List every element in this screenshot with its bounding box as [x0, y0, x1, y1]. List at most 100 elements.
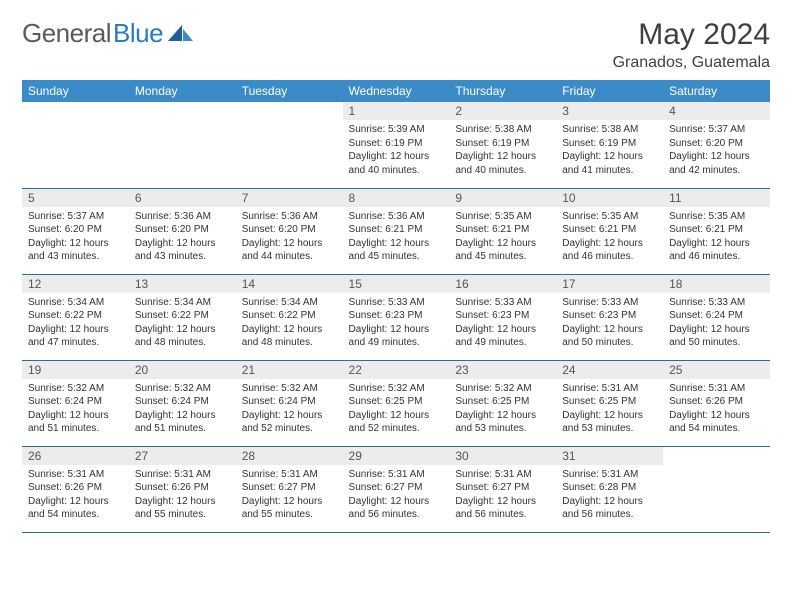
calendar-day-cell: 9Sunrise: 5:35 AMSunset: 6:21 PMDaylight… [449, 188, 556, 274]
sunset-text: Sunset: 6:21 PM [669, 223, 764, 237]
sunrise-text: Sunrise: 5:31 AM [349, 468, 444, 482]
daylight-text: Daylight: 12 hours and 48 minutes. [242, 323, 337, 350]
sunrise-text: Sunrise: 5:39 AM [349, 123, 444, 137]
sunrise-text: Sunrise: 5:38 AM [455, 123, 550, 137]
calendar-day-cell: 17Sunrise: 5:33 AMSunset: 6:23 PMDayligh… [556, 274, 663, 360]
daylight-text: Daylight: 12 hours and 45 minutes. [349, 237, 444, 264]
day-number: 5 [22, 189, 129, 207]
calendar-day-cell: 20Sunrise: 5:32 AMSunset: 6:24 PMDayligh… [129, 360, 236, 446]
calendar-day-cell: 13Sunrise: 5:34 AMSunset: 6:22 PMDayligh… [129, 274, 236, 360]
sunset-text: Sunset: 6:21 PM [455, 223, 550, 237]
sunrise-text: Sunrise: 5:32 AM [455, 382, 550, 396]
sunrise-text: Sunrise: 5:38 AM [562, 123, 657, 137]
day-info: Sunrise: 5:36 AMSunset: 6:20 PMDaylight:… [129, 207, 236, 268]
logo-text-general: General [22, 18, 111, 49]
day-info: Sunrise: 5:37 AMSunset: 6:20 PMDaylight:… [22, 207, 129, 268]
calendar-day-cell: 23Sunrise: 5:32 AMSunset: 6:25 PMDayligh… [449, 360, 556, 446]
sunrise-text: Sunrise: 5:36 AM [349, 210, 444, 224]
day-number: 4 [663, 102, 770, 120]
daylight-text: Daylight: 12 hours and 54 minutes. [28, 495, 123, 522]
day-info: Sunrise: 5:31 AMSunset: 6:25 PMDaylight:… [556, 379, 663, 440]
sunset-text: Sunset: 6:19 PM [349, 137, 444, 151]
daylight-text: Daylight: 12 hours and 40 minutes. [349, 150, 444, 177]
sunset-text: Sunset: 6:20 PM [135, 223, 230, 237]
sunrise-text: Sunrise: 5:31 AM [562, 382, 657, 396]
daylight-text: Daylight: 12 hours and 55 minutes. [242, 495, 337, 522]
calendar-day-cell: . [236, 102, 343, 188]
day-info: Sunrise: 5:38 AMSunset: 6:19 PMDaylight:… [449, 120, 556, 181]
calendar-day-cell: 16Sunrise: 5:33 AMSunset: 6:23 PMDayligh… [449, 274, 556, 360]
daylight-text: Daylight: 12 hours and 54 minutes. [669, 409, 764, 436]
day-number: 29 [343, 447, 450, 465]
sunrise-text: Sunrise: 5:35 AM [562, 210, 657, 224]
daylight-text: Daylight: 12 hours and 46 minutes. [669, 237, 764, 264]
sunset-text: Sunset: 6:26 PM [28, 481, 123, 495]
calendar-day-cell: 28Sunrise: 5:31 AMSunset: 6:27 PMDayligh… [236, 446, 343, 532]
day-number: 12 [22, 275, 129, 293]
sail-icon [168, 19, 194, 50]
sunset-text: Sunset: 6:21 PM [349, 223, 444, 237]
calendar-day-cell: . [663, 446, 770, 532]
calendar-day-cell: 5Sunrise: 5:37 AMSunset: 6:20 PMDaylight… [22, 188, 129, 274]
day-number: 22 [343, 361, 450, 379]
day-info: Sunrise: 5:33 AMSunset: 6:23 PMDaylight:… [343, 293, 450, 354]
day-number: 14 [236, 275, 343, 293]
day-info: Sunrise: 5:37 AMSunset: 6:20 PMDaylight:… [663, 120, 770, 181]
day-info: Sunrise: 5:31 AMSunset: 6:26 PMDaylight:… [129, 465, 236, 526]
calendar-day-cell: 22Sunrise: 5:32 AMSunset: 6:25 PMDayligh… [343, 360, 450, 446]
sunset-text: Sunset: 6:23 PM [349, 309, 444, 323]
day-number: 6 [129, 189, 236, 207]
day-number: 25 [663, 361, 770, 379]
day-info: Sunrise: 5:36 AMSunset: 6:21 PMDaylight:… [343, 207, 450, 268]
location-label: Granados, Guatemala [613, 54, 770, 72]
day-number: 11 [663, 189, 770, 207]
daylight-text: Daylight: 12 hours and 50 minutes. [669, 323, 764, 350]
weekday-header: Wednesday [343, 80, 450, 102]
day-info: Sunrise: 5:32 AMSunset: 6:24 PMDaylight:… [22, 379, 129, 440]
daylight-text: Daylight: 12 hours and 48 minutes. [135, 323, 230, 350]
calendar-day-cell: 21Sunrise: 5:32 AMSunset: 6:24 PMDayligh… [236, 360, 343, 446]
title-block: May 2024 Granados, Guatemala [613, 18, 770, 72]
day-info: Sunrise: 5:36 AMSunset: 6:20 PMDaylight:… [236, 207, 343, 268]
sunrise-text: Sunrise: 5:32 AM [28, 382, 123, 396]
day-info: Sunrise: 5:31 AMSunset: 6:27 PMDaylight:… [343, 465, 450, 526]
day-number: 30 [449, 447, 556, 465]
day-info: Sunrise: 5:31 AMSunset: 6:26 PMDaylight:… [22, 465, 129, 526]
sunrise-text: Sunrise: 5:35 AM [455, 210, 550, 224]
sunrise-text: Sunrise: 5:37 AM [669, 123, 764, 137]
daylight-text: Daylight: 12 hours and 42 minutes. [669, 150, 764, 177]
sunrise-text: Sunrise: 5:34 AM [135, 296, 230, 310]
day-info: Sunrise: 5:32 AMSunset: 6:25 PMDaylight:… [449, 379, 556, 440]
day-number: 17 [556, 275, 663, 293]
daylight-text: Daylight: 12 hours and 56 minutes. [349, 495, 444, 522]
calendar-table: Sunday Monday Tuesday Wednesday Thursday… [22, 80, 770, 533]
logo-text-blue: Blue [113, 18, 163, 49]
daylight-text: Daylight: 12 hours and 49 minutes. [349, 323, 444, 350]
calendar-week-row: 5Sunrise: 5:37 AMSunset: 6:20 PMDaylight… [22, 188, 770, 274]
sunset-text: Sunset: 6:27 PM [242, 481, 337, 495]
calendar-day-cell: 12Sunrise: 5:34 AMSunset: 6:22 PMDayligh… [22, 274, 129, 360]
sunrise-text: Sunrise: 5:33 AM [455, 296, 550, 310]
sunrise-text: Sunrise: 5:32 AM [135, 382, 230, 396]
day-number: 27 [129, 447, 236, 465]
daylight-text: Daylight: 12 hours and 51 minutes. [28, 409, 123, 436]
weekday-header: Thursday [449, 80, 556, 102]
sunset-text: Sunset: 6:27 PM [349, 481, 444, 495]
sunrise-text: Sunrise: 5:31 AM [28, 468, 123, 482]
day-number: 8 [343, 189, 450, 207]
day-number: 19 [22, 361, 129, 379]
day-number: 2 [449, 102, 556, 120]
calendar-day-cell: 25Sunrise: 5:31 AMSunset: 6:26 PMDayligh… [663, 360, 770, 446]
day-info: Sunrise: 5:32 AMSunset: 6:25 PMDaylight:… [343, 379, 450, 440]
daylight-text: Daylight: 12 hours and 43 minutes. [28, 237, 123, 264]
sunrise-text: Sunrise: 5:31 AM [669, 382, 764, 396]
day-number: 24 [556, 361, 663, 379]
daylight-text: Daylight: 12 hours and 47 minutes. [28, 323, 123, 350]
header: GeneralBlue May 2024 Granados, Guatemala [22, 18, 770, 72]
day-info: Sunrise: 5:35 AMSunset: 6:21 PMDaylight:… [556, 207, 663, 268]
calendar-day-cell: 24Sunrise: 5:31 AMSunset: 6:25 PMDayligh… [556, 360, 663, 446]
sunrise-text: Sunrise: 5:31 AM [455, 468, 550, 482]
sunset-text: Sunset: 6:23 PM [455, 309, 550, 323]
day-info: Sunrise: 5:33 AMSunset: 6:23 PMDaylight:… [449, 293, 556, 354]
daylight-text: Daylight: 12 hours and 45 minutes. [455, 237, 550, 264]
